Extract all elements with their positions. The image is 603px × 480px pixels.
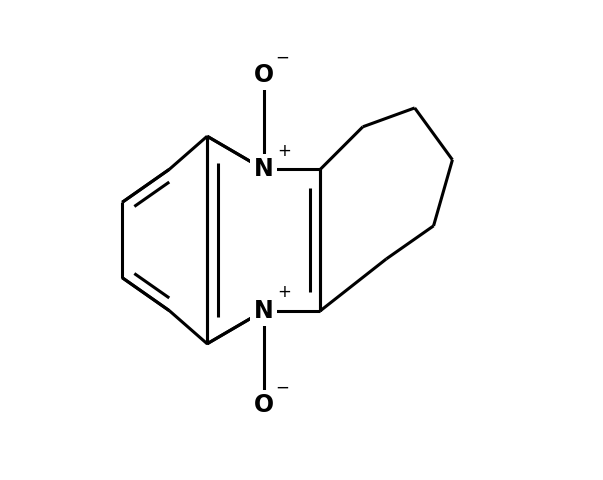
Text: −: − bbox=[276, 48, 289, 66]
Text: +: + bbox=[277, 142, 291, 160]
Text: +: + bbox=[277, 283, 291, 301]
Text: O: O bbox=[254, 393, 274, 417]
Text: −: − bbox=[276, 379, 289, 396]
Text: N: N bbox=[254, 157, 274, 181]
Text: N: N bbox=[254, 299, 274, 323]
Text: O: O bbox=[254, 63, 274, 87]
